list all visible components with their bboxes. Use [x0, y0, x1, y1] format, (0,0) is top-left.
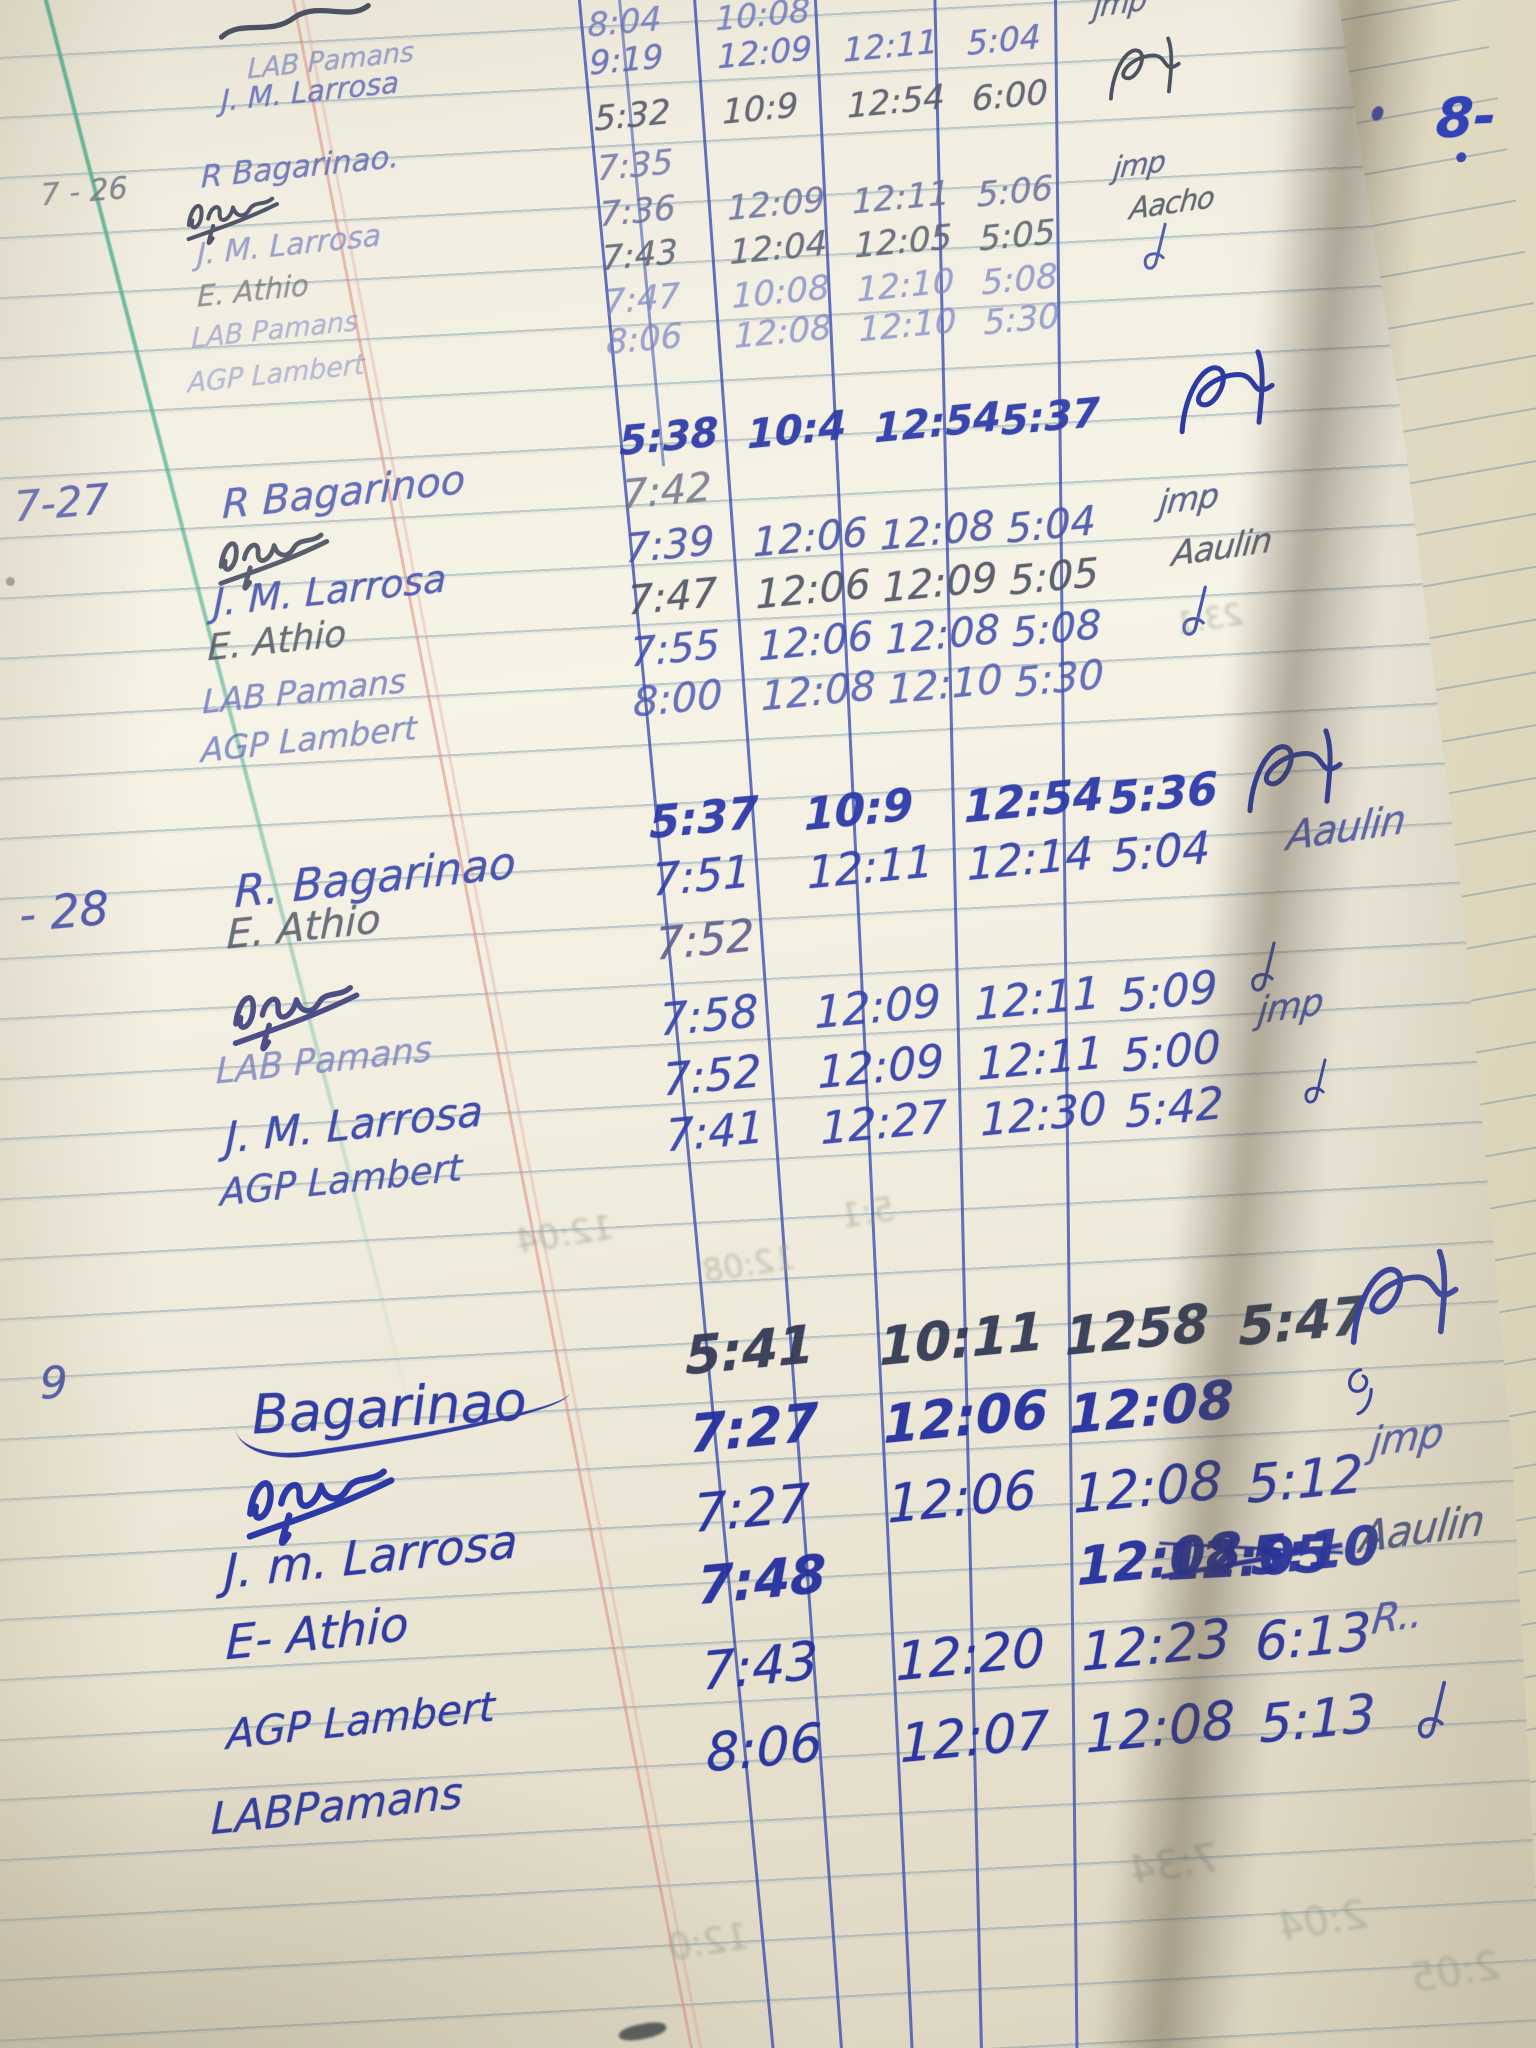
signature-scribble	[1304, 1058, 1327, 1104]
signature-scribble	[1251, 941, 1276, 992]
time-cell: 7:42	[622, 464, 712, 519]
time-cell: 7:39	[624, 518, 715, 573]
time-cell: 5:05	[1009, 550, 1099, 605]
time-cell: 10:9	[803, 779, 914, 842]
time-cell: 8:06	[606, 315, 683, 364]
time-cell: 6:00	[971, 72, 1049, 120]
time-cell: 7:36	[599, 187, 676, 236]
time-cell: 7:47	[627, 570, 718, 625]
time-cell: 6:13	[1254, 1602, 1372, 1675]
time-cell: 5:38	[619, 409, 719, 466]
time-cell: 5:04	[1111, 822, 1211, 884]
time-cell: 7:27	[689, 1392, 819, 1466]
handwritten-note-8: 8-	[1434, 84, 1498, 151]
signature-scribble	[1247, 728, 1343, 814]
time-cell: 8:00	[632, 671, 723, 727]
time-cell: 5:42	[1124, 1078, 1224, 1139]
time-cell: 5:41	[685, 1315, 815, 1388]
time-cell: 5:04	[966, 16, 1041, 63]
date-label: 9	[38, 1356, 69, 1411]
log-entries: 8:04 10:08 9:19 12:09 12:11 5:04 LAB Pamans jmp…	[0, 0, 1501, 2002]
time-cell: 5:00	[1122, 1022, 1221, 1083]
time-cell: 7:27	[693, 1473, 811, 1546]
time-cell: 7:43	[701, 1631, 819, 1704]
gpm-signature-scribble	[232, 984, 360, 1052]
time-cell: 5:04	[1006, 498, 1097, 553]
time-cell: 5:09	[1118, 962, 1218, 1023]
time-cell: 5:08	[1011, 601, 1102, 657]
cut-off-name-scribble	[218, 3, 371, 40]
time-cell: 7:41	[665, 1102, 765, 1163]
signature-scribble	[1348, 1368, 1373, 1416]
signature-scribble	[1179, 349, 1275, 435]
time-cell: 7:51	[652, 846, 752, 908]
time-cell: 5:37	[1000, 389, 1101, 446]
time-cell: 7:35	[596, 142, 674, 190]
signature-scribble	[1418, 1680, 1447, 1739]
time-cell: 5:37	[649, 787, 759, 850]
date-label: 7-27	[13, 474, 110, 532]
time-cell: 7:48	[697, 1544, 827, 1618]
time-cell: 7:58	[659, 986, 759, 1047]
signature-scribble	[1143, 222, 1167, 270]
gpm-signature-scribble	[218, 532, 330, 591]
bleed-through-ghost: 5:1	[839, 1188, 896, 1238]
signature-scribble	[1182, 585, 1207, 636]
time-cell: 5:05	[979, 212, 1056, 260]
time-cell: 10:4	[747, 402, 847, 459]
time-cell: 7:55	[630, 621, 721, 677]
time-cell: 5:32	[594, 92, 671, 140]
time-cell: 5:12	[1246, 1444, 1364, 1517]
signature: R..	[1369, 1589, 1425, 1644]
signature-scribble	[1109, 36, 1181, 101]
time-cell: 5:13	[1259, 1684, 1376, 1756]
signature-scribble	[1350, 1248, 1459, 1345]
gpm-signature-scribble	[246, 1468, 395, 1546]
time-cell: 5:30	[1014, 651, 1105, 707]
time-cell: 5:06	[976, 168, 1054, 216]
time-cell: 5:36	[1108, 763, 1218, 826]
time-cell: 7:52	[662, 1046, 762, 1107]
gpm-signature-scribble	[186, 196, 279, 245]
date-label: - 28	[18, 880, 110, 943]
time-cell: 7:43	[601, 231, 678, 280]
time-cell: 5:30	[983, 296, 1060, 344]
time-cell: 7:52	[655, 910, 755, 972]
time-cell: 8:06	[705, 1713, 823, 1785]
time-cell: 10:9	[722, 85, 799, 133]
time-cell: 9:19	[589, 36, 664, 83]
